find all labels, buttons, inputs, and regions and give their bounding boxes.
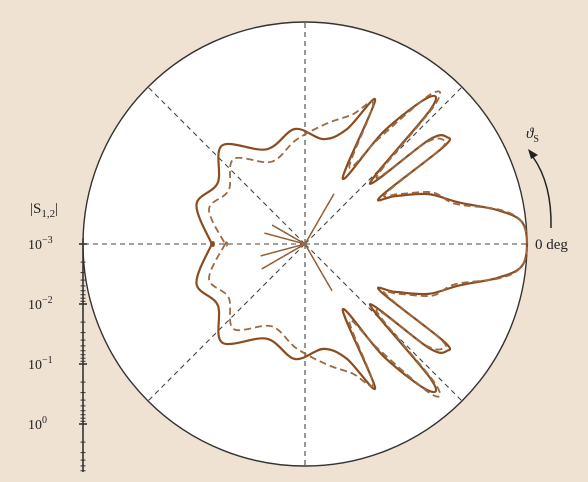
- angle-arrow-head: [528, 149, 538, 159]
- series-dashed-line: [208, 90, 528, 398]
- series-dashed-spoke: [264, 232, 306, 245]
- series-dashed-spoke: [304, 243, 333, 292]
- radial-tick-label: 100: [28, 415, 47, 433]
- angle-symbol: ϑS: [526, 126, 539, 145]
- gridline-225-deg: [147, 243, 306, 402]
- gridline-135-deg: [147, 86, 306, 245]
- series-layer: [195, 90, 529, 398]
- zero-degree-label: 0 deg: [535, 237, 568, 253]
- radial-tick-label: 10−2: [28, 295, 53, 313]
- series-solid-spoke: [260, 243, 306, 257]
- angle-direction-arrow: [532, 156, 552, 229]
- series-solid-line: [195, 94, 529, 394]
- radial-axis-label: |S1,2|: [30, 201, 58, 220]
- radial-tick-label: 10−3: [28, 235, 53, 253]
- radial-axis: 10−3 10−2 10−1 100: [28, 235, 87, 472]
- radial-tick-label: 10−1: [28, 355, 53, 373]
- series-dashed-spoke: [271, 224, 306, 245]
- series-dashed-spoke: [261, 243, 306, 270]
- series-dashed-spoke: [304, 193, 335, 245]
